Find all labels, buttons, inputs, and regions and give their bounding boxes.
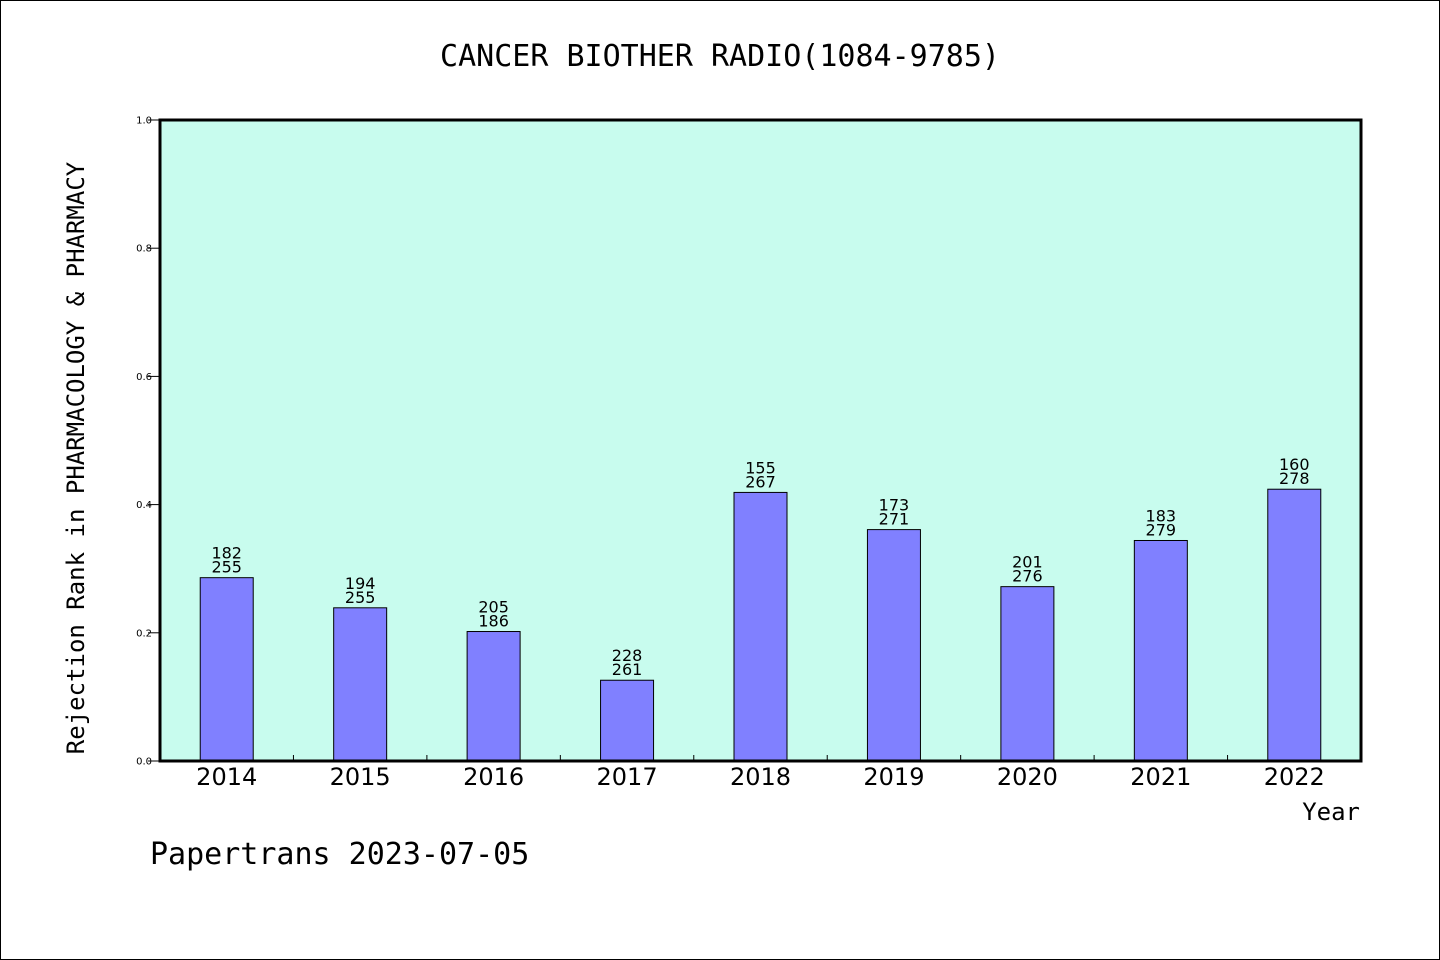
bar-2017	[600, 679, 655, 762]
y-tick-label-0.4: 0.4	[136, 500, 152, 511]
data-label-bottom-2021: 279	[1146, 520, 1177, 539]
data-label-bottom-2019: 271	[879, 510, 910, 529]
x-tick-label-2014: 2014	[196, 763, 257, 791]
chart-title: CANCER BIOTHER RADIO(1084-9785)	[440, 39, 1000, 74]
x-tick-label-2021: 2021	[1130, 763, 1191, 791]
x-tick-label-2017: 2017	[597, 763, 658, 791]
data-label-bottom-2016: 186	[478, 612, 509, 631]
y-tick-label-0.6: 0.6	[136, 372, 152, 383]
bar-2021	[1133, 539, 1188, 762]
x-tick-label-2022: 2022	[1264, 763, 1325, 791]
x-tick-label-2016: 2016	[463, 763, 524, 791]
x-axis-label: Year	[1302, 798, 1360, 826]
bar-2018	[733, 491, 788, 762]
y-tick-label-0.8: 0.8	[136, 244, 152, 255]
data-label-top-2020: 201	[1012, 553, 1043, 572]
data-label-top-2016: 205	[478, 598, 509, 617]
data-label-top-2018: 155	[745, 458, 776, 477]
data-label-top-2015: 194	[345, 574, 376, 593]
data-label-bottom-2015: 255	[345, 588, 376, 607]
plot-border	[158, 118, 1363, 763]
bar-2016	[466, 631, 521, 762]
bar-2015	[333, 607, 388, 762]
x-tick-label-2020: 2020	[997, 763, 1058, 791]
data-label-bottom-2018: 267	[745, 472, 776, 491]
data-labels-group: 1822551942552051862282611552671732712012…	[211, 455, 1309, 679]
y-tick-label-0.0: 0.0	[136, 757, 152, 768]
bars-group	[199, 488, 1322, 762]
data-label-bottom-2014: 255	[211, 558, 242, 577]
x-axis: 2014 2015 2016 2017 2018 2019 2020 2021 2022	[196, 755, 1325, 791]
bar-2019	[866, 529, 921, 762]
x-tick-label-2015: 2015	[330, 763, 391, 791]
bar-2022	[1267, 488, 1322, 762]
data-label-bottom-2020: 276	[1012, 567, 1043, 586]
data-label-bottom-2022: 278	[1279, 469, 1310, 488]
footer-credit: Papertrans 2023-07-05	[150, 837, 529, 872]
bar-2020	[1000, 586, 1055, 762]
bar-2014	[199, 577, 254, 762]
y-tick-label-1.0: 1.0	[136, 116, 152, 127]
y-axis-label: Rejection Rank in PHARMACOLOGY & PHARMAC…	[62, 161, 90, 754]
data-label-top-2017: 228	[612, 646, 643, 665]
y-tick-label-0.2: 0.2	[136, 628, 152, 639]
y-axis: 0.0 0.2 0.4 0.6 0.8 1.0	[136, 116, 160, 768]
data-label-top-2021: 183	[1146, 506, 1177, 525]
x-tick-label-2019: 2019	[863, 763, 924, 791]
data-label-top-2019: 173	[879, 496, 910, 515]
x-tick-label-2018: 2018	[730, 763, 791, 791]
data-label-top-2014: 182	[211, 544, 242, 563]
data-label-top-2022: 160	[1279, 455, 1310, 474]
data-label-bottom-2017: 261	[612, 660, 643, 679]
